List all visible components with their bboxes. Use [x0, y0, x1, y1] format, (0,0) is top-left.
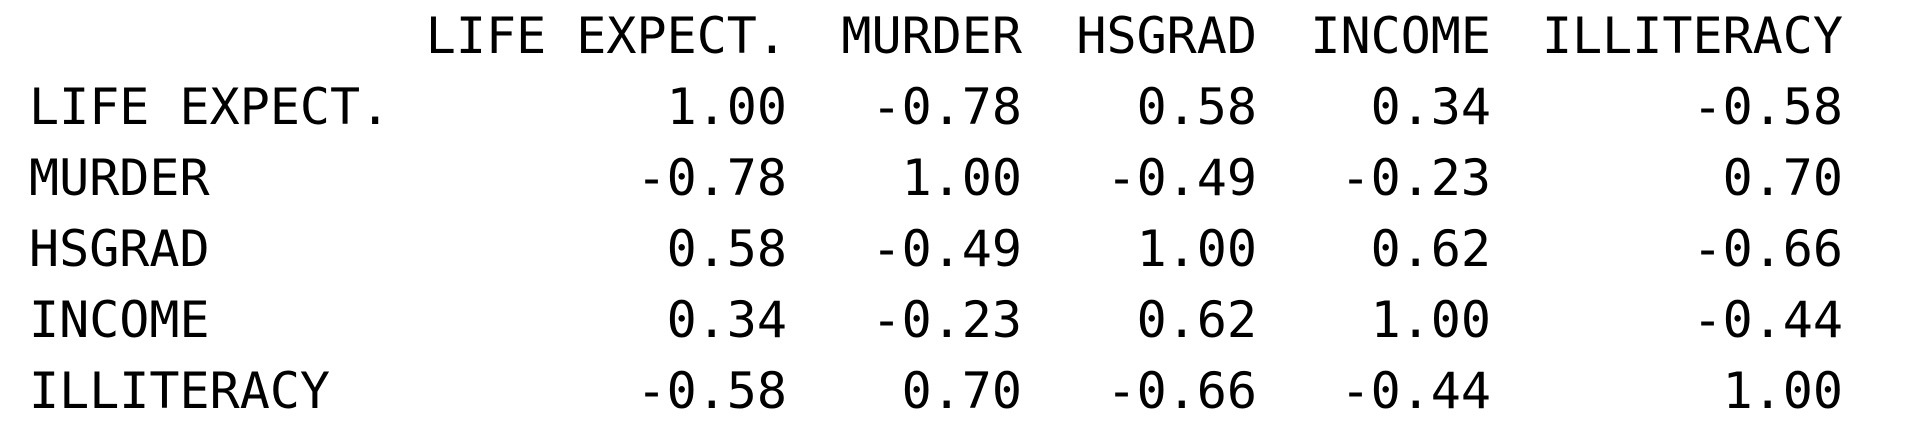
matrix-cell: -0.44 — [1692, 291, 1843, 349]
matrix-cell: 0.34 — [1370, 78, 1491, 136]
matrix-cell: -0.66 — [1106, 362, 1257, 420]
row-label-income: INCOME — [29, 291, 210, 349]
matrix-cell: -0.78 — [636, 149, 787, 207]
matrix-cell: 0.34 — [666, 291, 787, 349]
matrix-cell: -0.58 — [1692, 78, 1843, 136]
matrix-cell: -0.78 — [871, 78, 1022, 136]
row-label-hsgrad: HSGRAD — [29, 220, 210, 278]
matrix-cell: 1.00 — [901, 149, 1022, 207]
matrix-cell: 0.62 — [1136, 291, 1257, 349]
matrix-cell: 0.70 — [1722, 149, 1843, 207]
matrix-cell: 0.70 — [901, 362, 1022, 420]
row-label-murder: MURDER — [29, 149, 210, 207]
row-label-illiteracy: ILLITERACY — [29, 362, 331, 420]
column-header-murder: MURDER — [841, 7, 1022, 65]
matrix-cell: -0.23 — [871, 291, 1022, 349]
matrix-cell: -0.23 — [1340, 149, 1491, 207]
matrix-cell: -0.58 — [636, 362, 787, 420]
matrix-cell: -0.44 — [1340, 362, 1491, 420]
column-header-hsgrad: HSGRAD — [1076, 7, 1257, 65]
matrix-cell: 0.62 — [1370, 220, 1491, 278]
matrix-cell: -0.49 — [1106, 149, 1257, 207]
matrix-cell: 0.58 — [1136, 78, 1257, 136]
matrix-cell: -0.66 — [1692, 220, 1843, 278]
matrix-cell: -0.49 — [871, 220, 1022, 278]
matrix-cell: 1.00 — [1722, 362, 1843, 420]
column-header-illiteracy: ILLITERACY — [1541, 7, 1843, 65]
matrix-cell: 1.00 — [1136, 220, 1257, 278]
column-header-life-expect: LIFE EXPECT. — [425, 7, 787, 65]
column-header-income: INCOME — [1310, 7, 1491, 65]
matrix-cell: 1.00 — [666, 78, 787, 136]
matrix-cell: 1.00 — [1370, 291, 1491, 349]
row-label-life-expect: LIFE EXPECT. — [29, 78, 391, 136]
matrix-cell: 0.58 — [666, 220, 787, 278]
